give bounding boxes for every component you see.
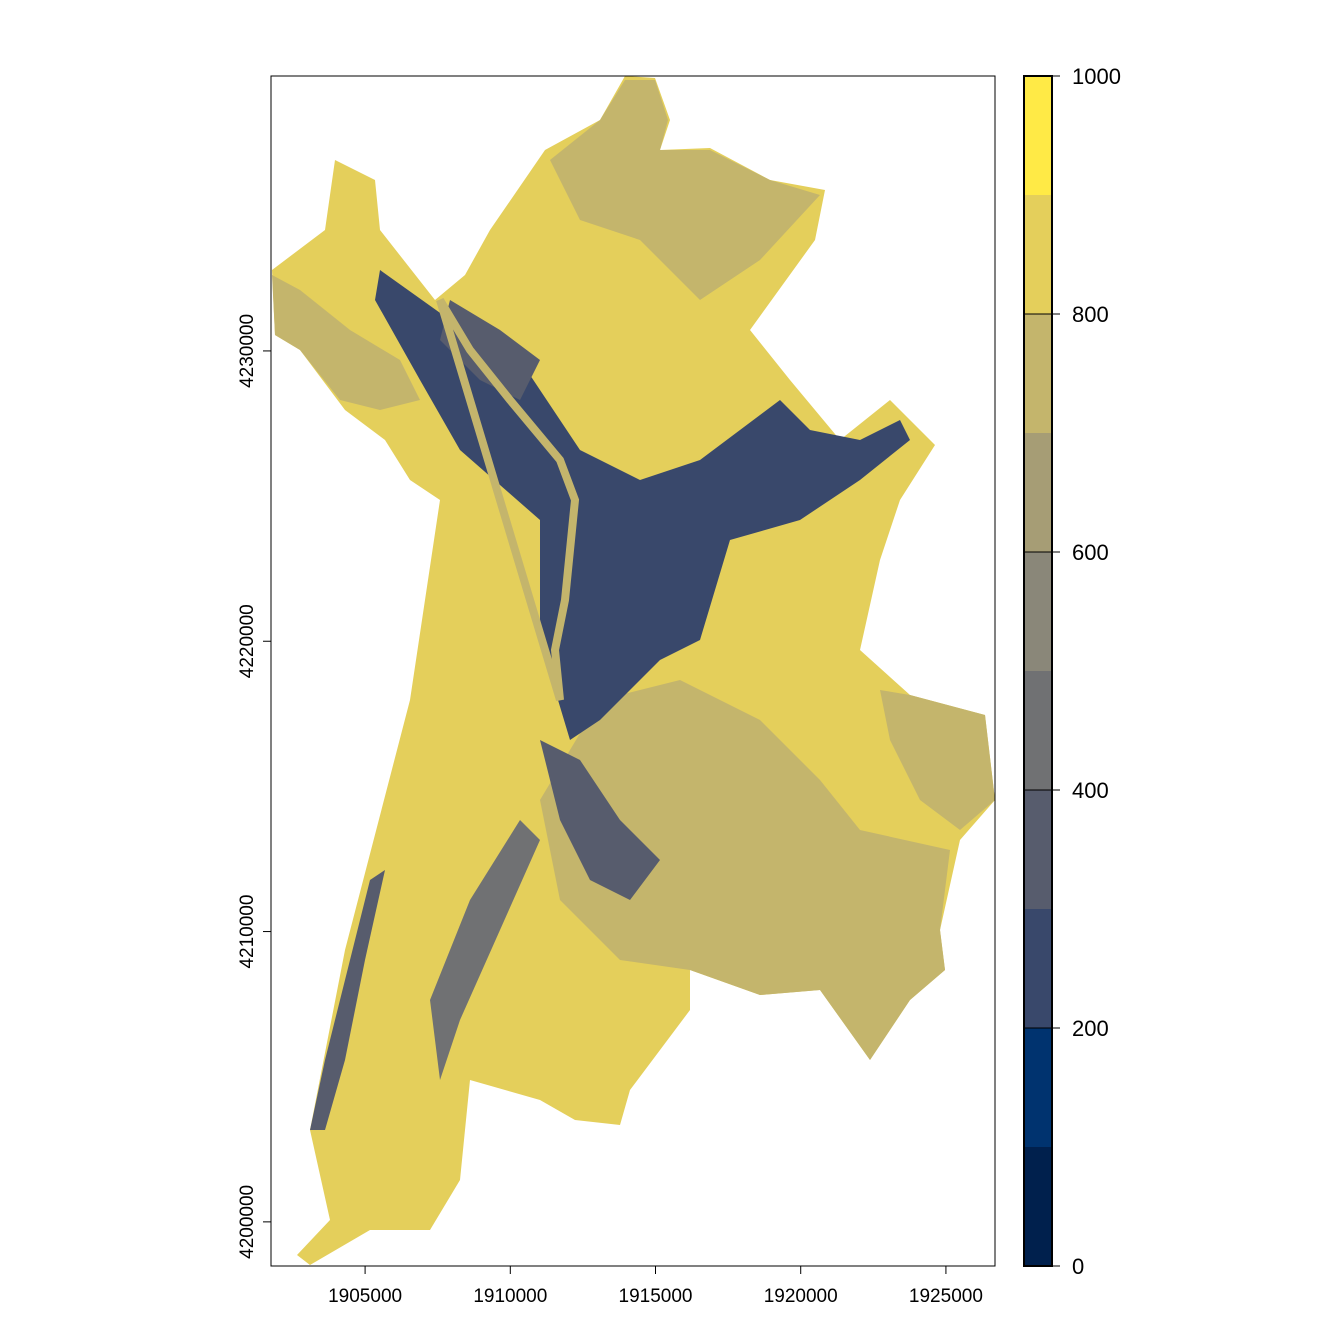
southwest-low-band (310, 870, 385, 1130)
x-tick-label: 1905000 (328, 1286, 402, 1307)
legend-label: 200 (1072, 1016, 1109, 1041)
y-tick-label: 4230000 (237, 314, 258, 388)
raster-layer (272, 76, 995, 1265)
x-tick-label: 1910000 (473, 1286, 547, 1307)
legend-swatch (1024, 1028, 1052, 1147)
mid-value-zone-east (880, 690, 995, 830)
legend-swatch (1024, 1147, 1052, 1266)
legend-label: 600 (1072, 540, 1109, 565)
mid-value-zone-west (272, 275, 420, 410)
y-axis: 4200000 4210000 4220000 4230000 (237, 314, 271, 1259)
legend-swatch (1024, 671, 1052, 790)
legend-label: 400 (1072, 778, 1109, 803)
x-tick-label: 1920000 (764, 1286, 838, 1307)
legend-label: 0 (1072, 1254, 1084, 1279)
legend-label: 800 (1072, 302, 1109, 327)
y-tick-label: 4220000 (237, 604, 258, 678)
mid-value-zone-south (540, 680, 950, 1060)
river-valley-south-low (540, 740, 660, 900)
plot-frame (270, 75, 996, 1267)
color-legend: 0 200 400 600 800 1000 (1023, 64, 1121, 1279)
legend-label: 1000 (1072, 64, 1121, 89)
southwest-mixed-band (430, 820, 540, 1080)
river-line (436, 297, 580, 702)
legend-swatch (1024, 433, 1052, 552)
x-axis: 1905000 1910000 1915000 1920000 1925000 (328, 1266, 983, 1307)
y-tick-label: 4200000 (237, 1185, 258, 1259)
legend-swatch (1024, 314, 1052, 433)
legend-swatch (1024, 790, 1052, 909)
urban-fringe-zone (440, 300, 540, 400)
legend-swatch (1024, 76, 1052, 195)
x-tick-label: 1925000 (909, 1286, 983, 1307)
mid-value-zone-north (550, 80, 820, 300)
legend-swatch (1024, 909, 1052, 1028)
legend-swatch (1024, 552, 1052, 671)
x-tick-label: 1915000 (619, 1286, 693, 1307)
y-tick-label: 4210000 (237, 895, 258, 969)
legend-swatch (1024, 195, 1052, 314)
